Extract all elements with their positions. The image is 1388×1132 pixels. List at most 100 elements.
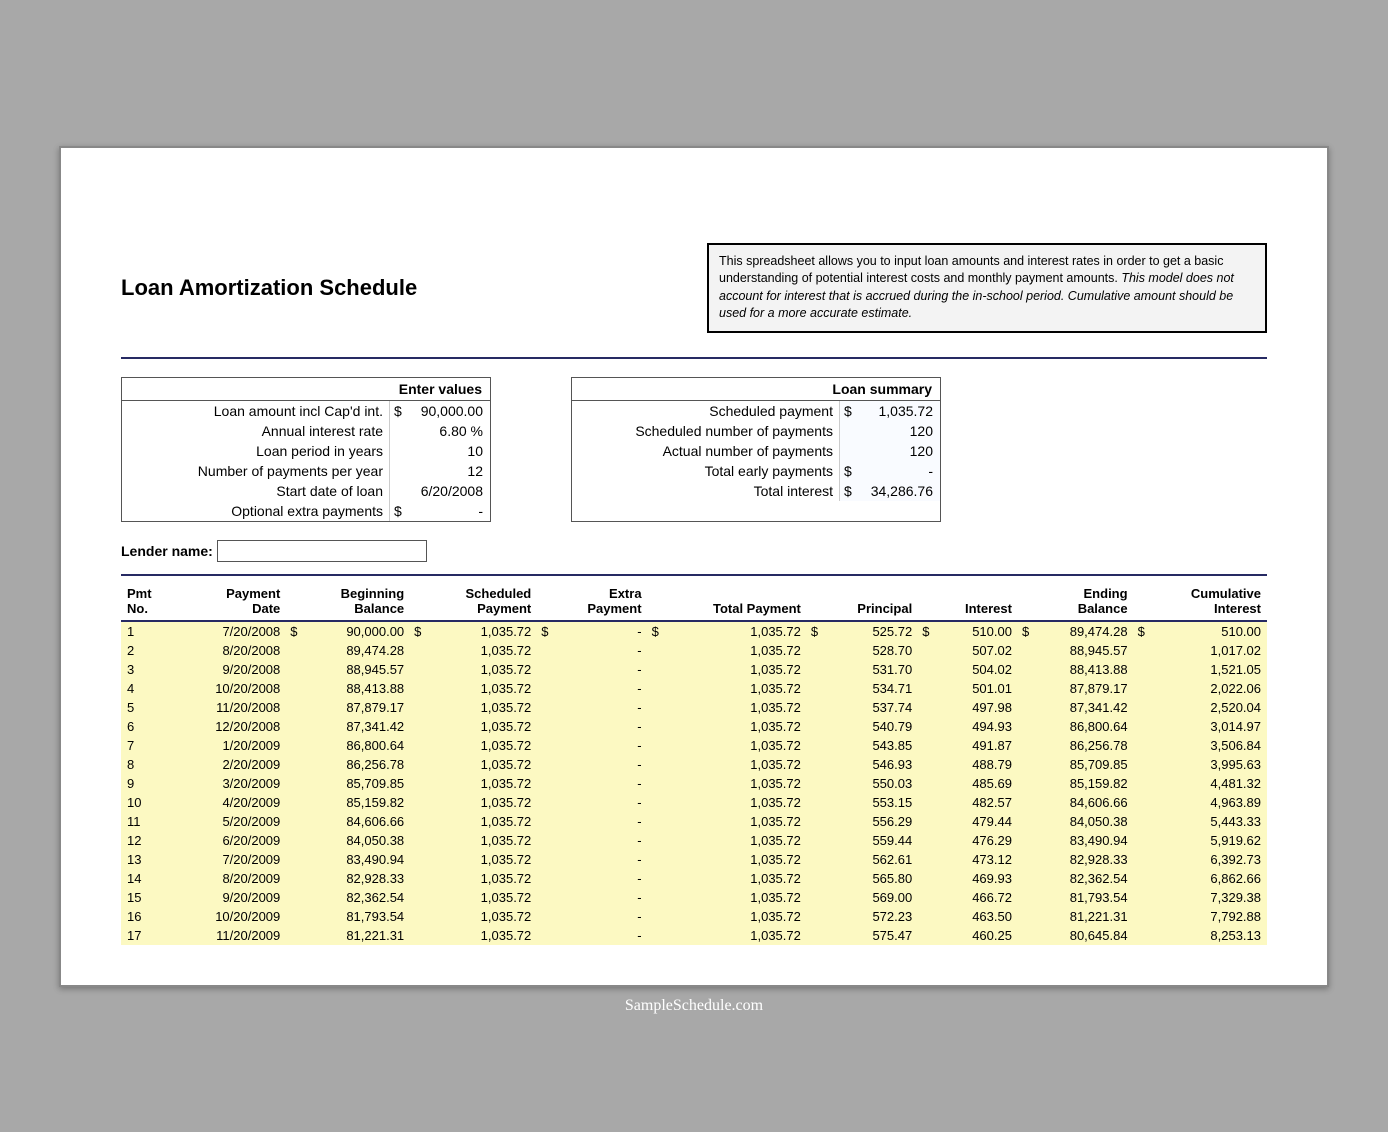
table-cell bbox=[1134, 679, 1148, 698]
table-cell: 86,256.78 bbox=[1032, 736, 1134, 755]
table-cell: 473.12 bbox=[932, 850, 1018, 869]
table-cell: 8 bbox=[121, 755, 174, 774]
table-cell bbox=[1134, 926, 1148, 945]
page-title: Loan Amortization Schedule bbox=[121, 275, 417, 301]
table-cell: 2,022.06 bbox=[1148, 679, 1267, 698]
io-value[interactable]: $- bbox=[390, 501, 490, 521]
table-cell: 10/20/2009 bbox=[174, 907, 286, 926]
table-cell: - bbox=[551, 850, 647, 869]
table-cell: 1,521.05 bbox=[1148, 660, 1267, 679]
table-cell: 540.79 bbox=[821, 717, 918, 736]
table-cell: 1 bbox=[121, 621, 174, 641]
table-cell bbox=[410, 679, 424, 698]
table-cell: 1,035.72 bbox=[662, 660, 807, 679]
lender-name-input[interactable] bbox=[217, 540, 427, 562]
table-cell: 1,035.72 bbox=[424, 907, 537, 926]
table-cell bbox=[807, 869, 821, 888]
table-cell bbox=[1018, 698, 1032, 717]
table-cell: 8,253.13 bbox=[1148, 926, 1267, 945]
column-header: CumulativeInterest bbox=[1148, 582, 1267, 621]
table-cell: 565.80 bbox=[821, 869, 918, 888]
table-cell: 1,035.72 bbox=[662, 926, 807, 945]
table-cell: $ bbox=[537, 621, 551, 641]
table-cell: - bbox=[551, 774, 647, 793]
table-cell: 87,341.42 bbox=[1032, 698, 1134, 717]
io-value[interactable]: 12 bbox=[390, 461, 490, 481]
table-cell bbox=[1134, 850, 1148, 869]
table-cell bbox=[648, 774, 662, 793]
table-cell: 494.93 bbox=[932, 717, 1018, 736]
table-cell: 11/20/2009 bbox=[174, 926, 286, 945]
table-cell: 1,035.72 bbox=[424, 812, 537, 831]
table-cell: $ bbox=[286, 621, 300, 641]
table-cell bbox=[1018, 926, 1032, 945]
io-value[interactable]: 6/20/2008 bbox=[390, 481, 490, 501]
table-cell: 531.70 bbox=[821, 660, 918, 679]
table-cell bbox=[537, 812, 551, 831]
table-cell: 1,035.72 bbox=[662, 774, 807, 793]
io-value[interactable]: $90,000.00 bbox=[390, 401, 490, 421]
table-cell: 562.61 bbox=[821, 850, 918, 869]
table-cell bbox=[648, 850, 662, 869]
table-row: 137/20/200983,490.941,035.72-1,035.72562… bbox=[121, 850, 1267, 869]
table-cell bbox=[410, 774, 424, 793]
io-value[interactable]: 10 bbox=[390, 441, 490, 461]
table-cell: 1,035.72 bbox=[662, 755, 807, 774]
table-cell bbox=[286, 793, 300, 812]
table-cell bbox=[918, 717, 932, 736]
description-box: This spreadsheet allows you to input loa… bbox=[707, 243, 1267, 333]
table-cell bbox=[537, 698, 551, 717]
column-header: Principal bbox=[821, 582, 918, 621]
table-cell bbox=[1018, 641, 1032, 660]
table-cell: 3,995.63 bbox=[1148, 755, 1267, 774]
io-value: 120 bbox=[840, 441, 940, 461]
column-header bbox=[648, 582, 662, 621]
table-cell: 1,035.72 bbox=[424, 736, 537, 755]
table-cell bbox=[1018, 907, 1032, 926]
table-cell: 569.00 bbox=[821, 888, 918, 907]
table-cell: 13 bbox=[121, 850, 174, 869]
table-cell bbox=[286, 831, 300, 850]
table-cell bbox=[918, 907, 932, 926]
table-cell: 575.47 bbox=[821, 926, 918, 945]
table-cell: 12/20/2008 bbox=[174, 717, 286, 736]
table-cell: 1,035.72 bbox=[424, 641, 537, 660]
table-cell bbox=[537, 736, 551, 755]
table-cell bbox=[807, 717, 821, 736]
table-cell bbox=[807, 774, 821, 793]
table-cell: - bbox=[551, 717, 647, 736]
table-cell bbox=[286, 660, 300, 679]
table-cell bbox=[410, 869, 424, 888]
table-cell bbox=[807, 641, 821, 660]
table-cell: 10 bbox=[121, 793, 174, 812]
table-cell bbox=[918, 698, 932, 717]
table-cell: 5 bbox=[121, 698, 174, 717]
table-row: 28/20/200889,474.281,035.72-1,035.72528.… bbox=[121, 641, 1267, 660]
table-cell bbox=[807, 660, 821, 679]
table-cell: 504.02 bbox=[932, 660, 1018, 679]
table-cell: 6/20/2009 bbox=[174, 831, 286, 850]
io-label: Scheduled payment bbox=[572, 401, 840, 421]
table-cell: 550.03 bbox=[821, 774, 918, 793]
table-cell bbox=[286, 679, 300, 698]
table-header-row: PmtNo.PaymentDate BeginningBalance Sched… bbox=[121, 582, 1267, 621]
table-cell bbox=[410, 793, 424, 812]
table-row: 71/20/200986,800.641,035.72-1,035.72543.… bbox=[121, 736, 1267, 755]
table-cell: 1,035.72 bbox=[662, 869, 807, 888]
table-cell: 7 bbox=[121, 736, 174, 755]
table-cell: $ bbox=[1018, 621, 1032, 641]
table-cell bbox=[537, 793, 551, 812]
table-cell: 11/20/2008 bbox=[174, 698, 286, 717]
table-cell bbox=[410, 717, 424, 736]
table-cell bbox=[1018, 850, 1032, 869]
table-cell bbox=[807, 755, 821, 774]
io-value[interactable]: 6.80 % bbox=[390, 421, 490, 441]
table-cell: 88,413.88 bbox=[1032, 660, 1134, 679]
document-page: Loan Amortization Schedule This spreadsh… bbox=[59, 146, 1329, 987]
table-cell: 1,035.72 bbox=[424, 621, 537, 641]
table-body: 17/20/2008$90,000.00$1,035.72$-$1,035.72… bbox=[121, 621, 1267, 945]
table-cell: 6,392.73 bbox=[1148, 850, 1267, 869]
table-cell bbox=[1134, 793, 1148, 812]
table-cell bbox=[1134, 812, 1148, 831]
table-cell: 89,474.28 bbox=[1032, 621, 1134, 641]
